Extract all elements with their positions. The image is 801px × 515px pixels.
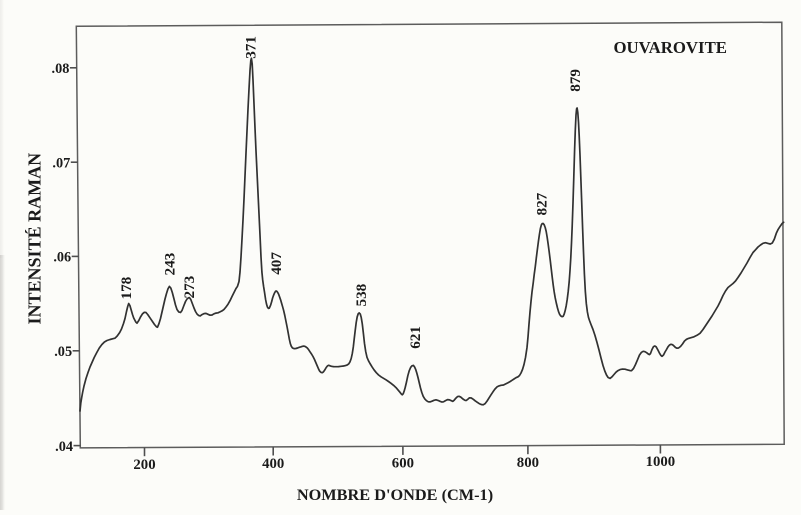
svg-text:.06: .06 xyxy=(53,250,71,266)
svg-text:1000: 1000 xyxy=(646,454,676,470)
svg-text:800: 800 xyxy=(517,455,539,471)
svg-text:NOMBRE D'ONDE (CM-1): NOMBRE D'ONDE (CM-1) xyxy=(297,485,493,504)
svg-text:178: 178 xyxy=(118,276,135,299)
svg-text:827: 827 xyxy=(533,192,550,215)
svg-text:INTENSITÉ RAMAN: INTENSITÉ RAMAN xyxy=(24,153,45,325)
svg-text:273: 273 xyxy=(181,275,198,298)
svg-text:.05: .05 xyxy=(54,344,72,360)
svg-text:OUVAROVITE: OUVAROVITE xyxy=(614,38,727,57)
svg-text:407: 407 xyxy=(268,252,285,275)
svg-text:538: 538 xyxy=(353,283,370,306)
svg-text:243: 243 xyxy=(162,252,179,275)
svg-text:.04: .04 xyxy=(55,439,73,455)
svg-text:600: 600 xyxy=(392,456,414,472)
svg-text:.07: .07 xyxy=(52,155,70,171)
svg-text:621: 621 xyxy=(407,326,424,349)
svg-text:400: 400 xyxy=(262,456,284,472)
svg-text:200: 200 xyxy=(133,457,155,473)
svg-text:371: 371 xyxy=(242,36,259,59)
svg-text:.08: .08 xyxy=(52,61,70,77)
svg-text:879: 879 xyxy=(567,69,584,92)
